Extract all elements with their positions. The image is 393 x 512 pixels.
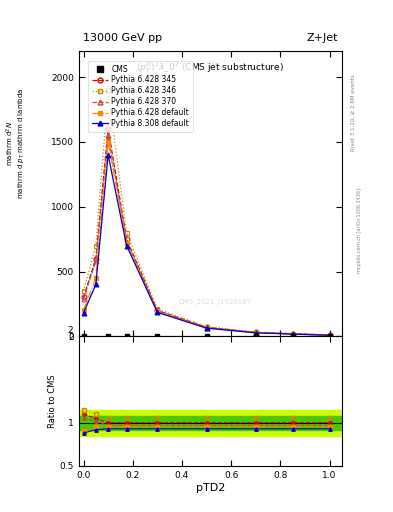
CMS xyxy=(290,333,295,339)
Pythia 8.308 default xyxy=(253,330,258,336)
Text: mcplots.cern.ch [arXiv:1306.3436]: mcplots.cern.ch [arXiv:1306.3436] xyxy=(357,188,362,273)
Text: 13000 GeV pp: 13000 GeV pp xyxy=(83,33,162,44)
CMS xyxy=(155,333,160,339)
X-axis label: pTD2: pTD2 xyxy=(196,482,225,493)
CMS xyxy=(253,333,258,339)
Pythia 6.428 345 xyxy=(290,331,295,337)
Pythia 6.428 default xyxy=(124,240,129,246)
Pythia 8.308 default xyxy=(327,332,332,338)
Text: Z+Jet: Z+Jet xyxy=(307,33,338,44)
Pythia 6.428 345 xyxy=(204,324,209,330)
Y-axis label: Ratio to CMS: Ratio to CMS xyxy=(48,374,57,428)
CMS xyxy=(204,333,209,339)
Pythia 6.428 370 xyxy=(327,332,332,338)
Pythia 6.428 default xyxy=(253,330,258,336)
Pythia 6.428 370 xyxy=(94,258,98,264)
Pythia 6.428 346 xyxy=(290,331,295,337)
Pythia 8.308 default xyxy=(94,282,98,288)
Pythia 6.428 370 xyxy=(124,239,129,245)
Pythia 8.308 default xyxy=(124,243,129,249)
Text: CMS_2021_I1920187: CMS_2021_I1920187 xyxy=(179,298,252,306)
Pythia 6.428 default xyxy=(155,309,160,315)
Pythia 6.428 default xyxy=(204,325,209,331)
Line: Pythia 6.428 default: Pythia 6.428 default xyxy=(81,139,332,338)
Line: Pythia 6.428 345: Pythia 6.428 345 xyxy=(81,126,332,337)
Line: Pythia 6.428 370: Pythia 6.428 370 xyxy=(81,133,332,337)
Pythia 8.308 default xyxy=(81,310,86,316)
Pythia 6.428 370 xyxy=(253,330,258,336)
Pythia 6.428 345 xyxy=(94,255,98,262)
Pythia 6.428 default xyxy=(81,307,86,313)
Pythia 6.428 345 xyxy=(155,307,160,313)
Legend: CMS, Pythia 6.428 345, Pythia 6.428 346, Pythia 6.428 370, Pythia 6.428 default,: CMS, Pythia 6.428 345, Pythia 6.428 346,… xyxy=(88,61,193,132)
Pythia 6.428 370 xyxy=(204,325,209,331)
CMS xyxy=(124,333,129,339)
Pythia 8.308 default xyxy=(204,325,209,331)
Pythia 8.308 default xyxy=(290,331,295,337)
Pythia 6.428 346 xyxy=(106,87,110,93)
Pythia 6.428 370 xyxy=(81,295,86,302)
Pythia 6.428 default xyxy=(327,332,332,338)
Text: Rivet 3.1.10, ≥ 2.6M events: Rivet 3.1.10, ≥ 2.6M events xyxy=(351,74,356,151)
Pythia 6.428 370 xyxy=(290,331,295,337)
Text: 2: 2 xyxy=(68,326,73,335)
Pythia 8.308 default xyxy=(155,309,160,315)
Pythia 6.428 345 xyxy=(81,294,86,301)
Line: Pythia 8.308 default: Pythia 8.308 default xyxy=(81,153,332,338)
Pythia 8.308 default xyxy=(106,152,110,158)
Pythia 6.428 346 xyxy=(327,332,332,338)
Pythia 6.428 346 xyxy=(155,306,160,312)
CMS xyxy=(81,333,86,339)
Pythia 6.428 346 xyxy=(253,329,258,335)
Pythia 6.428 345 xyxy=(106,126,110,132)
Pythia 6.428 346 xyxy=(124,229,129,236)
Pythia 6.428 default xyxy=(106,139,110,145)
Pythia 6.428 default xyxy=(94,275,98,281)
Pythia 6.428 346 xyxy=(94,243,98,249)
Pythia 6.428 346 xyxy=(204,324,209,330)
Pythia 6.428 346 xyxy=(81,288,86,294)
Pythia 6.428 370 xyxy=(155,308,160,314)
Line: CMS: CMS xyxy=(81,334,332,338)
Line: Pythia 6.428 346: Pythia 6.428 346 xyxy=(81,88,332,337)
CMS xyxy=(106,333,110,339)
CMS xyxy=(327,333,332,339)
Pythia 6.428 default xyxy=(290,331,295,337)
Text: $(p_T^D)^2\lambda\_0^2$ (CMS jet substructure): $(p_T^D)^2\lambda\_0^2$ (CMS jet substru… xyxy=(136,60,284,75)
Pythia 6.428 370 xyxy=(106,133,110,139)
Pythia 6.428 345 xyxy=(124,236,129,242)
Text: $\mathrm{mathrm\ d}^2N$
$\mathrm{mathrm\ d}\ p_T\ \mathrm{mathrm\ d\ lambda}$: $\mathrm{mathrm\ d}^2N$ $\mathrm{mathrm\… xyxy=(4,88,27,199)
Pythia 6.428 345 xyxy=(327,332,332,338)
Pythia 6.428 345 xyxy=(253,329,258,335)
